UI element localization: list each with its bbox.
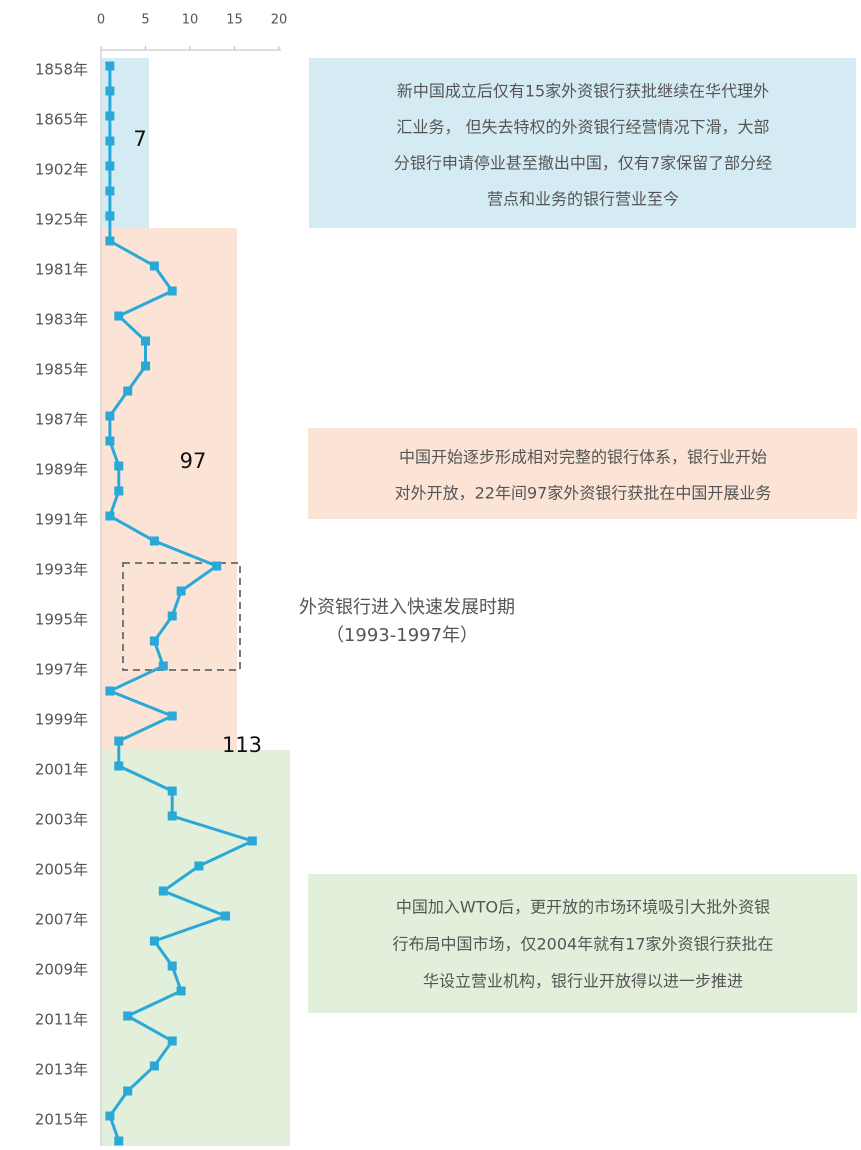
y-tick-label: 2015年 bbox=[35, 1111, 88, 1129]
data-point bbox=[114, 736, 124, 746]
data-point bbox=[176, 586, 186, 596]
data-point bbox=[167, 811, 177, 821]
data-point bbox=[158, 661, 168, 671]
data-point bbox=[114, 311, 124, 321]
data-point bbox=[247, 836, 257, 846]
data-point bbox=[114, 486, 124, 496]
note-text: 分银行申请停业甚至撤出中国，仅有7家保留了部分经 bbox=[394, 154, 772, 173]
x-tick-label: 0 bbox=[97, 13, 105, 28]
data-point bbox=[149, 1061, 159, 1071]
y-tick-label: 1902年 bbox=[35, 161, 88, 179]
data-point bbox=[105, 136, 115, 146]
y-tick-label: 2003年 bbox=[35, 811, 88, 829]
data-point bbox=[221, 911, 231, 921]
note-text: 新中国成立后仅有15家外资银行获批继续在华代理外 bbox=[397, 82, 769, 101]
note-text: 对外开放，22年间97家外资银行获批在中国开展业务 bbox=[395, 484, 772, 503]
y-tick-label: 2013年 bbox=[35, 1061, 88, 1079]
band-label: 97 bbox=[180, 449, 207, 473]
y-tick-label: 2007年 bbox=[35, 911, 88, 929]
data-point bbox=[105, 511, 115, 521]
data-point bbox=[114, 461, 124, 471]
y-tick-label: 2009年 bbox=[35, 961, 88, 979]
note-box bbox=[308, 428, 857, 519]
note-box bbox=[308, 874, 857, 1013]
data-point bbox=[105, 211, 115, 221]
note-text: 华设立营业机构，银行业开放得以进一步推进 bbox=[423, 972, 743, 991]
data-point bbox=[105, 111, 115, 121]
y-tick-label: 1865年 bbox=[35, 111, 88, 129]
y-tick-label: 1985年 bbox=[35, 361, 88, 379]
data-point bbox=[149, 536, 159, 546]
data-point bbox=[167, 286, 177, 296]
data-point bbox=[105, 411, 115, 421]
x-tick-label: 5 bbox=[141, 13, 149, 28]
y-tick-label: 1981年 bbox=[35, 261, 88, 279]
data-point bbox=[141, 336, 150, 346]
y-tick-label: 1925年 bbox=[35, 211, 88, 229]
band-label: 7 bbox=[133, 127, 146, 151]
highlight-box bbox=[122, 562, 241, 671]
data-point bbox=[158, 886, 168, 896]
note-box bbox=[309, 58, 856, 228]
data-point bbox=[167, 786, 177, 796]
data-point bbox=[167, 1036, 177, 1046]
note-text: 中国加入WTO后，更开放的市场环境吸引大批外资银 bbox=[396, 898, 770, 917]
y-tick-label: 1989年 bbox=[35, 461, 88, 479]
data-point bbox=[123, 1011, 133, 1021]
era-band bbox=[102, 228, 237, 750]
data-point bbox=[123, 386, 133, 396]
y-tick-label: 1991年 bbox=[35, 511, 88, 529]
callout-text: 外资银行进入快速发展时期 bbox=[299, 597, 515, 618]
data-point bbox=[167, 961, 177, 971]
data-point bbox=[149, 636, 159, 646]
data-point bbox=[212, 561, 222, 571]
data-point bbox=[105, 1111, 115, 1121]
data-point bbox=[105, 86, 115, 96]
x-tick-label: 15 bbox=[226, 13, 243, 28]
x-tick-label: 10 bbox=[182, 13, 199, 28]
y-tick-label: 1987年 bbox=[35, 411, 88, 429]
y-tick-label: 1999年 bbox=[35, 711, 88, 729]
y-tick-label: 1993年 bbox=[35, 561, 88, 579]
y-tick-label: 1983年 bbox=[35, 311, 88, 329]
y-tick-label: 2005年 bbox=[35, 861, 88, 879]
y-tick-label: 1997年 bbox=[35, 661, 88, 679]
note-text: 营点和业务的银行营业至今 bbox=[487, 190, 679, 209]
data-point bbox=[114, 761, 124, 771]
y-tick-label: 1858年 bbox=[35, 61, 88, 79]
band-label: 113 bbox=[222, 733, 262, 757]
data-point bbox=[105, 161, 115, 171]
data-point bbox=[176, 986, 186, 996]
x-tick-label: 20 bbox=[271, 13, 288, 28]
callout-text: （1993-1997年） bbox=[326, 625, 478, 646]
data-point bbox=[141, 361, 150, 371]
data-point bbox=[167, 711, 177, 721]
data-point bbox=[105, 61, 115, 71]
y-tick-label: 2001年 bbox=[35, 761, 88, 779]
data-point bbox=[105, 436, 115, 446]
data-point bbox=[105, 186, 115, 196]
data-point bbox=[105, 686, 115, 696]
data-point bbox=[194, 861, 204, 871]
data-point bbox=[149, 936, 159, 946]
data-point bbox=[123, 1086, 133, 1096]
y-tick-label: 1995年 bbox=[35, 611, 88, 629]
data-point bbox=[105, 236, 115, 246]
note-text: 汇业务， 但失去特权的外资银行经营情况下滑，大部 bbox=[396, 118, 769, 137]
note-text: 中国开始逐步形成相对完整的银行体系，银行业开始 bbox=[399, 448, 767, 467]
y-tick-label: 2011年 bbox=[35, 1011, 88, 1029]
data-point bbox=[149, 261, 159, 271]
era-band bbox=[102, 750, 290, 1146]
data-point bbox=[114, 1136, 124, 1146]
data-point bbox=[167, 611, 177, 621]
note-text: 行布局中国市场，仅2004年就有17家外资银行获批在 bbox=[392, 935, 773, 954]
